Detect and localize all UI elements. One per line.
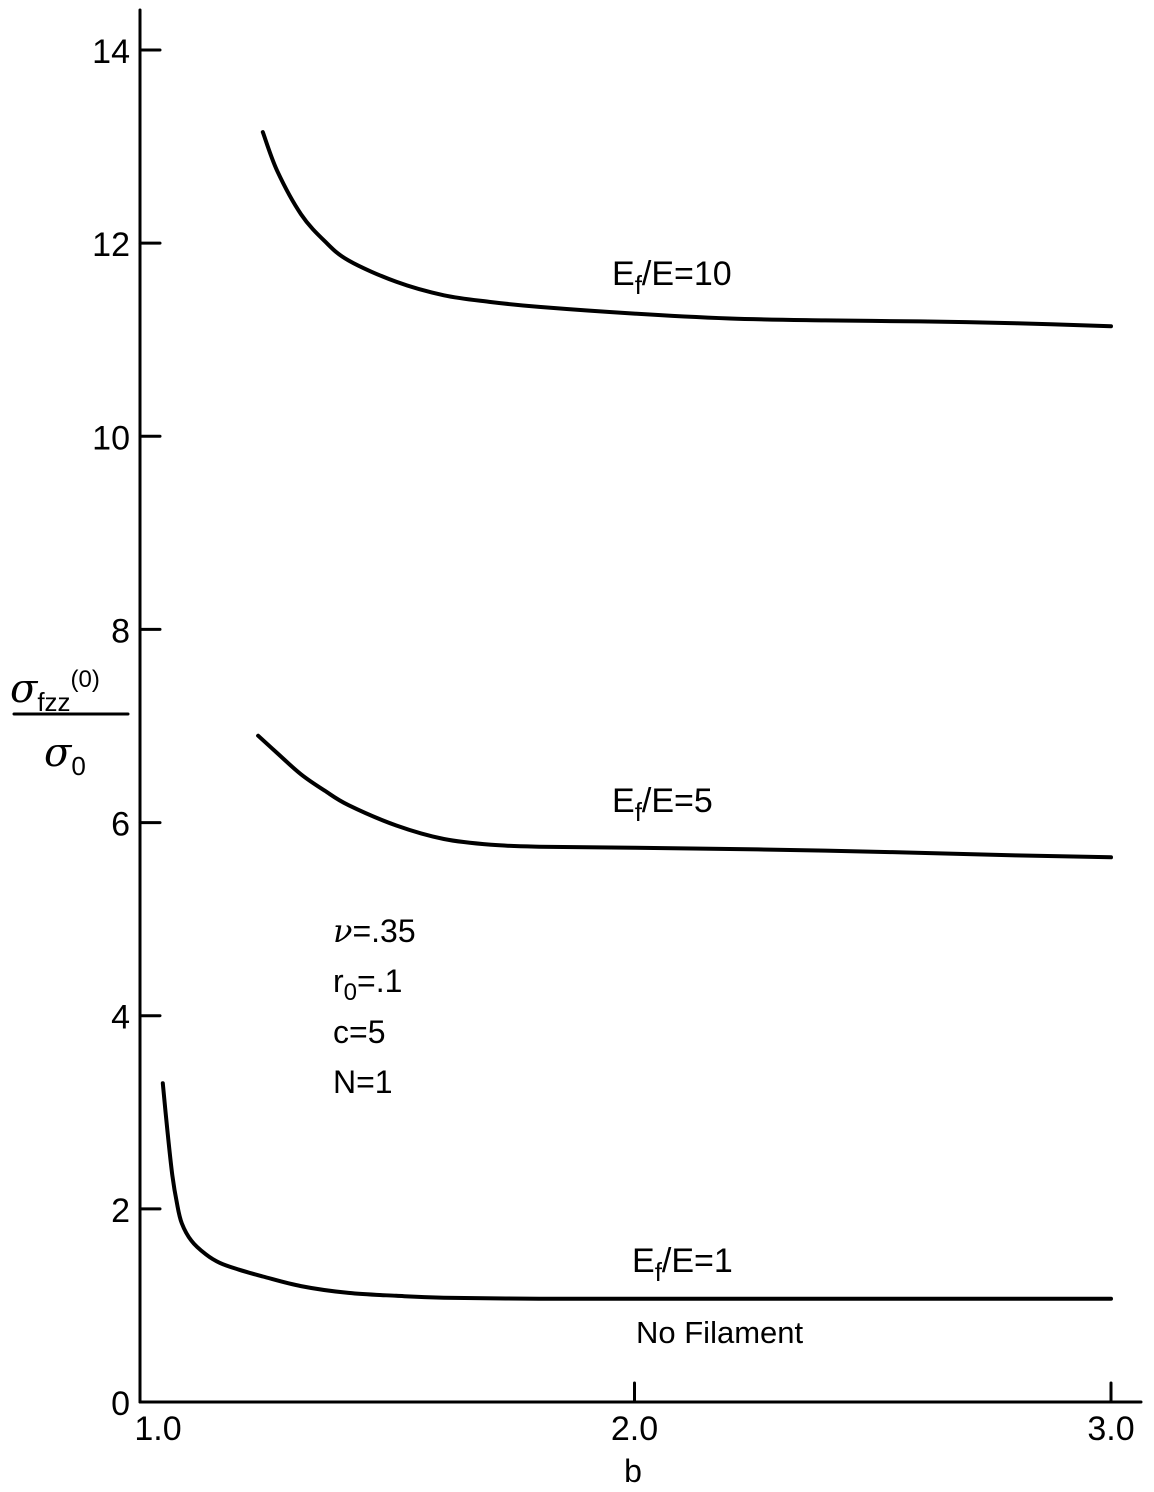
y-label-num-sub: fzz	[37, 687, 70, 717]
series-label-main: E	[632, 1242, 655, 1280]
param-r0: r0=.1	[333, 963, 402, 1006]
x-tick-label: 1.0	[134, 1410, 181, 1448]
series-label-sub: f	[635, 270, 643, 300]
x-axis-label: b	[624, 1453, 642, 1489]
series-label-rest: /E=1	[662, 1242, 733, 1280]
y-axis-label: σfzz(0) σ0	[10, 666, 130, 781]
parameter-block: ν=.35 r0=.1 c=5 N=1	[333, 912, 416, 1100]
y-label-den-main: σ	[44, 730, 73, 776]
series-line-ef-e-10	[260, 130, 1113, 329]
series-label-sub: f	[655, 1257, 663, 1287]
series-line-ef-e-5	[256, 733, 1113, 860]
series-label-ef-e-1: Ef/E=1	[632, 1242, 733, 1287]
y-ticks: 0 2 4 6 8 10 12 14	[92, 33, 162, 1423]
y-tick-label: 6	[111, 806, 130, 844]
x-ticks: 1.0 2.0 3.0	[134, 1381, 1135, 1448]
series-line-ef-e-1	[160, 1081, 1113, 1301]
y-label-numerator: σfzz(0)	[10, 666, 100, 717]
series-layer	[160, 130, 1113, 1301]
param-c: c=5	[333, 1014, 385, 1050]
param-r0-value: =.1	[357, 963, 402, 999]
y-tick-label: 12	[92, 226, 130, 264]
param-r0-sub: 0	[344, 979, 357, 1006]
series-label-rest: /E=10	[642, 255, 732, 293]
y-label-den-sub: 0	[71, 751, 85, 781]
y-tick-label: 14	[92, 33, 130, 71]
series-label-main: E	[612, 782, 635, 820]
series-label-rest: /E=5	[642, 782, 713, 820]
param-nu: ν=.35	[333, 912, 416, 950]
y-label-num-sup: (0)	[71, 666, 100, 693]
y-label-num-main: σ	[10, 666, 39, 712]
param-r0-main: r	[333, 963, 344, 999]
y-tick-label: 8	[111, 612, 130, 650]
param-nu-value: =.35	[352, 913, 415, 949]
y-label-denominator: σ0	[44, 730, 86, 781]
param-n: N=1	[333, 1064, 393, 1100]
y-tick-label: 2	[111, 1192, 130, 1230]
x-tick-label: 3.0	[1087, 1410, 1134, 1448]
no-filament-label: No Filament	[636, 1315, 803, 1350]
y-tick-label: 4	[111, 999, 130, 1037]
series-label-main: E	[612, 255, 635, 293]
series-label-sub: f	[635, 797, 643, 827]
series-label-ef-e-5: Ef/E=5	[612, 782, 713, 827]
x-tick-label: 2.0	[611, 1410, 658, 1448]
y-tick-label: 10	[92, 419, 130, 457]
y-tick-label: 0	[111, 1385, 130, 1423]
series-label-ef-e-10: Ef/E=10	[612, 255, 732, 300]
param-nu-symbol: ν	[333, 912, 352, 950]
